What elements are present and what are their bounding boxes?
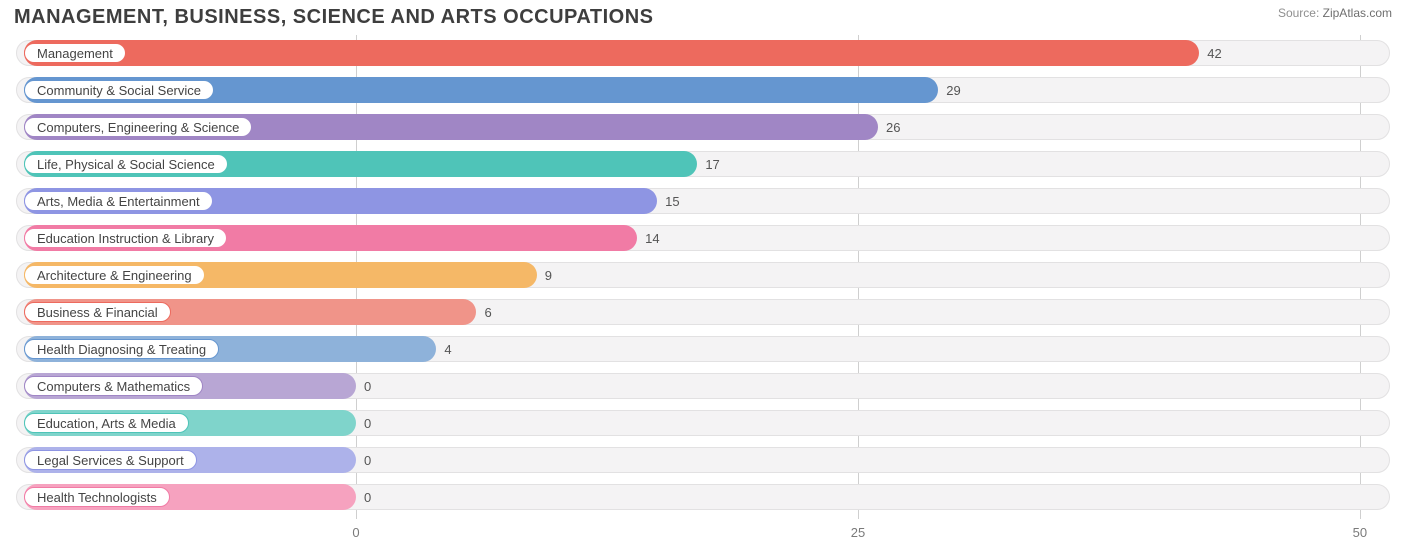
value-label: 14 bbox=[637, 222, 659, 254]
value-label: 4 bbox=[436, 333, 451, 365]
bar bbox=[24, 40, 1199, 66]
bar-row: Arts, Media & Entertainment 15 bbox=[10, 185, 1396, 217]
category-label: Legal Services & Support bbox=[37, 453, 184, 468]
bar-row: Life, Physical & Social Science 17 bbox=[10, 148, 1396, 180]
bar-row: Computers, Engineering & Science 26 bbox=[10, 111, 1396, 143]
category-pill: Education Instruction & Library bbox=[24, 228, 227, 248]
chart-header: MANAGEMENT, BUSINESS, SCIENCE AND ARTS O… bbox=[0, 0, 1406, 31]
category-label: Community & Social Service bbox=[37, 83, 201, 98]
category-label: Management bbox=[37, 46, 113, 61]
value-label: 0 bbox=[356, 407, 371, 439]
bar-row: Management 42 bbox=[10, 37, 1396, 69]
value-label: 0 bbox=[356, 444, 371, 476]
category-pill: Life, Physical & Social Science bbox=[24, 154, 228, 174]
category-pill: Arts, Media & Entertainment bbox=[24, 191, 213, 211]
category-pill: Computers, Engineering & Science bbox=[24, 117, 252, 137]
category-label: Architecture & Engineering bbox=[37, 268, 192, 283]
bar-row: Health Diagnosing & Treating 4 bbox=[10, 333, 1396, 365]
bar-row: Health Technologists 0 bbox=[10, 481, 1396, 513]
value-label: 0 bbox=[356, 481, 371, 513]
category-label: Life, Physical & Social Science bbox=[37, 157, 215, 172]
category-pill: Health Diagnosing & Treating bbox=[24, 339, 219, 359]
chart-title: MANAGEMENT, BUSINESS, SCIENCE AND ARTS O… bbox=[14, 6, 653, 29]
category-pill: Architecture & Engineering bbox=[24, 265, 205, 285]
bar-row: Community & Social Service 29 bbox=[10, 74, 1396, 106]
bar-row: Education Instruction & Library 14 bbox=[10, 222, 1396, 254]
value-label: 6 bbox=[476, 296, 491, 328]
value-label: 9 bbox=[537, 259, 552, 291]
category-label: Education Instruction & Library bbox=[37, 231, 214, 246]
x-tick-label: 50 bbox=[1353, 525, 1367, 540]
category-pill: Education, Arts & Media bbox=[24, 413, 189, 433]
category-label: Business & Financial bbox=[37, 305, 158, 320]
category-label: Health Technologists bbox=[37, 490, 157, 505]
bar-row: Computers & Mathematics 0 bbox=[10, 370, 1396, 402]
bar-row: Education, Arts & Media 0 bbox=[10, 407, 1396, 439]
value-label: 42 bbox=[1199, 37, 1221, 69]
category-pill: Computers & Mathematics bbox=[24, 376, 203, 396]
category-label: Education, Arts & Media bbox=[37, 416, 176, 431]
plot-region: Management 42 Community & Social Service 29… bbox=[10, 35, 1396, 519]
value-label: 15 bbox=[657, 185, 679, 217]
bar-row: Architecture & Engineering 9 bbox=[10, 259, 1396, 291]
bar-row: Business & Financial 6 bbox=[10, 296, 1396, 328]
category-pill: Management bbox=[24, 43, 126, 63]
bar-row: Legal Services & Support 0 bbox=[10, 444, 1396, 476]
category-label: Computers, Engineering & Science bbox=[37, 120, 239, 135]
category-label: Health Diagnosing & Treating bbox=[37, 342, 206, 357]
category-label: Arts, Media & Entertainment bbox=[37, 194, 200, 209]
source-attribution: Source: ZipAtlas.com bbox=[1278, 6, 1392, 20]
value-label: 29 bbox=[938, 74, 960, 106]
value-label: 17 bbox=[697, 148, 719, 180]
value-label: 26 bbox=[878, 111, 900, 143]
x-tick-label: 0 bbox=[352, 525, 359, 540]
category-pill: Health Technologists bbox=[24, 487, 170, 507]
category-pill: Legal Services & Support bbox=[24, 450, 197, 470]
category-pill: Community & Social Service bbox=[24, 80, 214, 100]
value-label: 0 bbox=[356, 370, 371, 402]
source-label: Source: bbox=[1278, 6, 1319, 20]
chart-area: Management 42 Community & Social Service 29… bbox=[10, 35, 1396, 547]
source-value: ZipAtlas.com bbox=[1323, 6, 1392, 20]
category-pill: Business & Financial bbox=[24, 302, 171, 322]
category-label: Computers & Mathematics bbox=[37, 379, 190, 394]
x-axis: 0 25 50 bbox=[10, 523, 1396, 547]
x-tick-label: 25 bbox=[851, 525, 865, 540]
